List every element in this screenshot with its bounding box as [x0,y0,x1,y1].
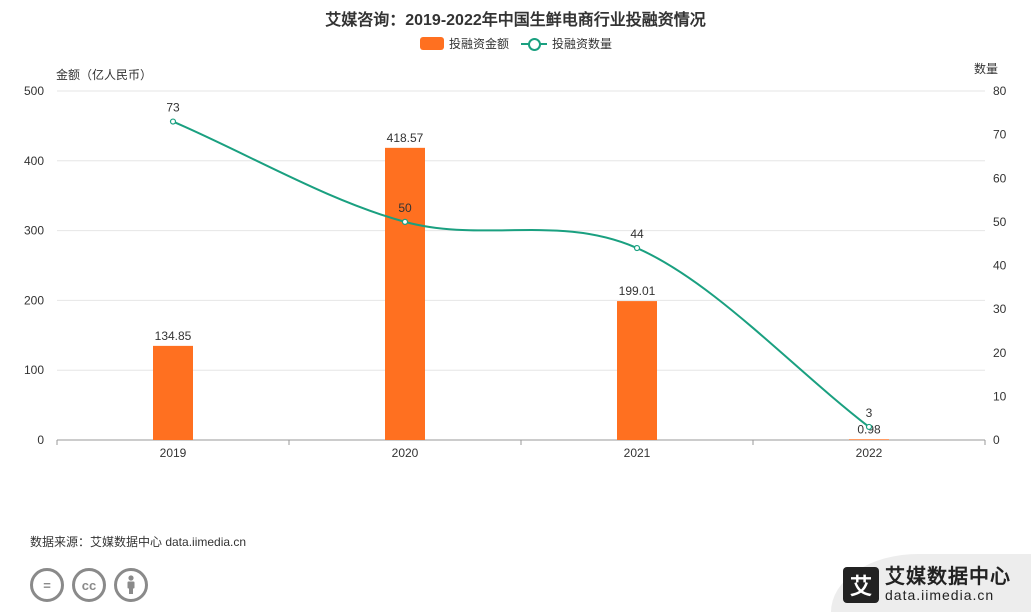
bar-data-label: 199.01 [619,284,656,298]
x-tick-label: 2020 [392,446,419,460]
license-icons: = cc [30,568,156,602]
y-left-tick-label: 500 [24,84,44,98]
line-point [169,118,177,125]
y-right-tick-label: 40 [993,259,1007,273]
chart-plot: 0 100 200 300 400 500 0 10 20 30 40 50 60 70 80 金额（亿人民币… [24,61,1007,460]
y-right-tick-label: 60 [993,171,1007,185]
brand-url: data.iimedia.cn [885,587,995,604]
brand-name: 艾媒数据中心 [885,566,1011,589]
chart-title: 艾媒咨询：2019-2022年中国生鲜电商行业投融资情况 [325,12,706,29]
y-right-tick-label: 70 [993,128,1007,142]
bar [617,301,657,440]
line-point [401,218,409,225]
x-tick-label: 2022 [856,446,883,460]
y-left-tick-label: 300 [24,224,44,238]
x-tick-label: 2021 [624,446,651,460]
y-left-tick-label: 200 [24,293,44,307]
y-left-tick-label: 0 [37,433,44,447]
brand-mark-icon: 艾 [843,567,879,603]
bar-data-label: 418.57 [387,131,424,145]
y-right-axis-label: 数量 [974,61,998,76]
line-point [865,423,873,431]
creative-commons-icon: cc [72,568,106,602]
bar [849,439,889,440]
legend-item-count[interactable]: 投融资数量 [521,35,612,52]
bar-data-label: 134.85 [155,329,192,343]
data-source: 数据来源：艾媒数据中心 data.iimedia.cn [30,535,247,549]
line-point [633,244,641,252]
line-data-label: 3 [866,406,873,420]
x-tick-label: 2019 [160,446,187,460]
line-data-label: 50 [398,201,412,215]
y-right-tick-label: 30 [993,302,1007,316]
legend-label-amount: 投融资金额 [449,36,510,51]
y-right-tick-label: 10 [993,389,1007,403]
brand-logo: 艾 艾媒数据中心 data.iimedia.cn [843,567,1011,603]
legend-item-amount[interactable]: 投融资金额 [420,35,509,52]
legend-line-swatch [521,37,548,51]
legend-bar-swatch [420,36,444,50]
attribution-icon [114,568,148,602]
y-right-tick-label: 20 [993,346,1007,360]
legend-label-count: 投融资数量 [552,36,613,51]
y-left-tick-label: 400 [24,154,44,168]
y-left-tick-label: 100 [24,363,44,377]
chart-legend: 投融资金额 投融资数量 [420,34,624,52]
series-line-count [172,120,870,428]
y-right-tick-label: 80 [993,84,1007,98]
bar [385,147,425,440]
y-right-tick-label: 0 [993,433,1000,447]
y-left-axis-label: 金额（亿人民币） [56,67,152,82]
y-right-tick-label: 50 [993,215,1007,229]
bar [153,345,193,440]
no-derivatives-icon: = [30,568,64,602]
line-data-label: 73 [166,101,180,115]
line-data-label: 44 [630,227,644,241]
